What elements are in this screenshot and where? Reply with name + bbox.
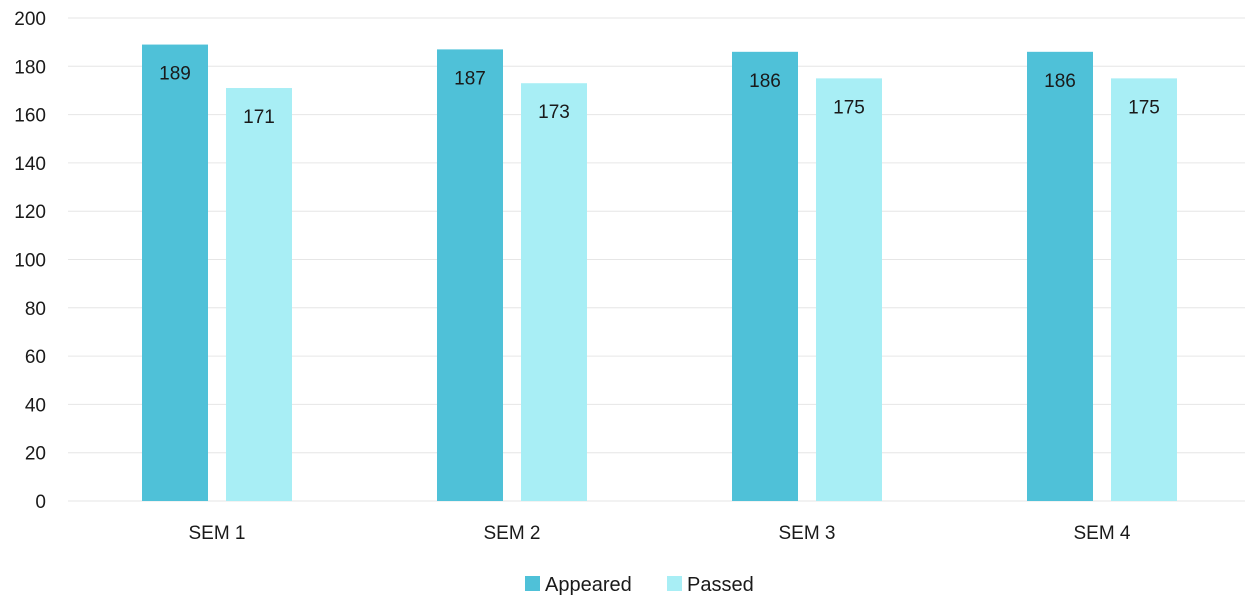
- data-label: 187: [454, 68, 486, 89]
- bar-appeared-sem-1: [142, 44, 208, 501]
- data-label: 175: [1128, 97, 1160, 118]
- y-tick-label: 100: [14, 251, 46, 272]
- y-tick-label: 120: [14, 202, 46, 223]
- y-tick-label: 180: [14, 57, 46, 78]
- legend: Appeared Passed: [525, 574, 754, 596]
- y-tick-label: 160: [14, 106, 46, 127]
- y-tick-label: 200: [14, 9, 46, 30]
- data-label: 186: [1044, 71, 1076, 92]
- bar-passed-sem-4: [1111, 78, 1177, 501]
- y-tick-label: 80: [25, 299, 46, 320]
- x-axis: SEM 1 SEM 2 SEM 3 SEM 4: [188, 523, 1130, 544]
- y-tick-label: 40: [25, 395, 46, 416]
- data-label: 189: [159, 64, 191, 85]
- x-tick-label: SEM 1: [188, 523, 245, 544]
- bar-passed-sem-3: [816, 78, 882, 501]
- y-tick-label: 20: [25, 444, 46, 465]
- data-label: 171: [243, 107, 275, 128]
- x-tick-label: SEM 3: [778, 523, 835, 544]
- data-labels: 189 171 187 173 186 175 186 175: [159, 64, 1160, 128]
- data-label: 186: [749, 71, 781, 92]
- bar-appeared-sem-4: [1027, 51, 1093, 502]
- legend-swatch-passed: [667, 576, 682, 591]
- y-tick-label: 0: [35, 492, 46, 513]
- y-tick-label: 140: [14, 154, 46, 175]
- bar-appeared-sem-3: [732, 51, 798, 502]
- bars: [142, 44, 1177, 502]
- legend-swatch-appeared: [525, 576, 540, 591]
- x-tick-label: SEM 4: [1073, 523, 1130, 544]
- y-axis: 0 20 40 60 80 100 120 140 160 180 200: [14, 9, 46, 513]
- legend-label-appeared: Appeared: [545, 574, 632, 596]
- data-label: 175: [833, 97, 865, 118]
- bar-passed-sem-2: [521, 83, 587, 501]
- y-tick-label: 60: [25, 347, 46, 368]
- x-tick-label: SEM 2: [483, 523, 540, 544]
- bar-appeared-sem-2: [437, 49, 503, 502]
- bar-passed-sem-1: [226, 88, 292, 501]
- legend-label-passed: Passed: [687, 574, 754, 596]
- data-label: 173: [538, 102, 570, 123]
